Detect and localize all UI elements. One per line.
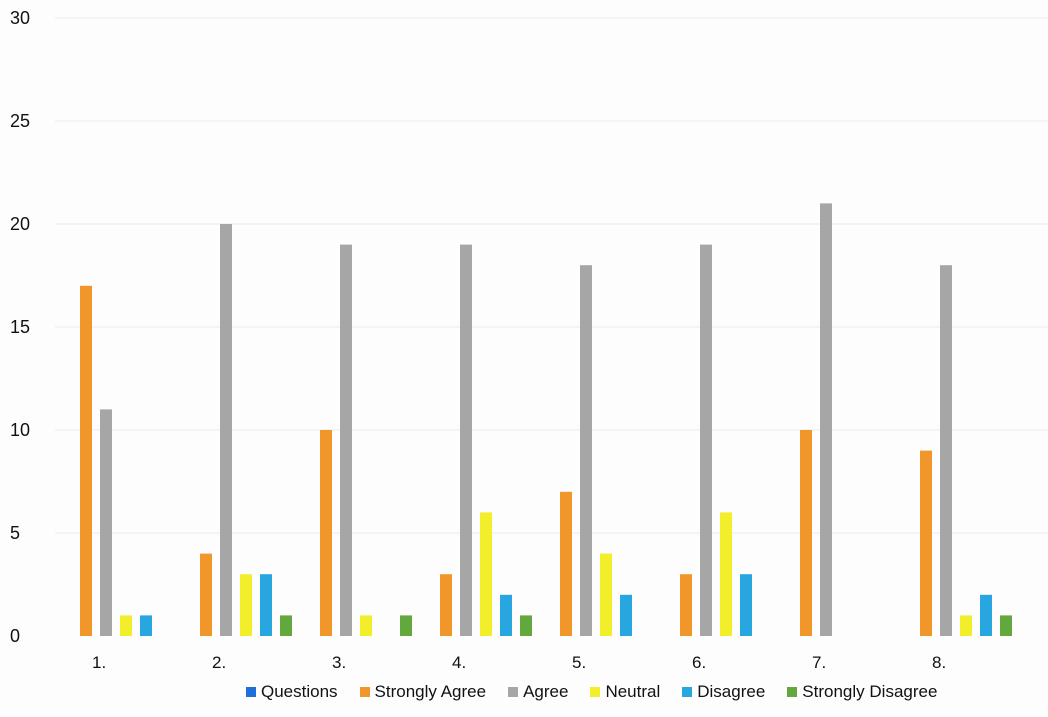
bar-strongly-disagree [280, 615, 292, 636]
bar-neutral [960, 615, 972, 636]
bar-agree [340, 244, 352, 636]
bar-agree [700, 244, 712, 636]
legend-item-strongly-disagree: Strongly Disagree [787, 682, 937, 702]
legend-label-agree: Agree [523, 682, 569, 701]
grid-layer [55, 17, 1048, 534]
bar-strongly-agree [920, 450, 932, 636]
bar-agree [940, 265, 952, 636]
bar-agree [100, 409, 112, 636]
legend-item-disagree: Disagree [682, 682, 765, 702]
bar-strongly-agree [440, 574, 452, 636]
bar-neutral [720, 512, 732, 636]
bar-disagree [740, 574, 752, 636]
bar-strongly-agree [560, 491, 572, 636]
legend-swatch-disagree [682, 687, 693, 697]
x-tick-label: 7. [812, 653, 826, 672]
bar-agree [580, 265, 592, 636]
bar-strongly-agree [80, 285, 92, 636]
legend-item-strongly-agree: Strongly Agree [359, 682, 487, 702]
bar-strongly-disagree [1000, 615, 1012, 636]
y-tick-label: 20 [10, 214, 30, 234]
x-tick-label: 8. [932, 653, 946, 672]
y-axis-ticks: 0 5 10 15 20 25 30 [10, 8, 30, 646]
bar-agree [820, 203, 832, 636]
y-tick-label: 5 [10, 523, 20, 543]
bar-neutral [360, 615, 372, 636]
bar-neutral [120, 615, 132, 636]
legend-swatch-agree [508, 687, 519, 697]
legend-label-disagree: Disagree [697, 682, 766, 701]
bar-neutral [480, 512, 492, 636]
legend-label-strongly-disagree: Strongly Disagree [802, 682, 938, 701]
x-tick-label: 4. [452, 653, 466, 672]
legend-label-questions: Questions [261, 682, 338, 701]
bar-strongly-agree [200, 553, 212, 636]
bar-disagree [260, 574, 272, 636]
legend: Questions Strongly Agree Agree Neutral D… [246, 682, 937, 702]
legend-swatch-questions [246, 687, 256, 697]
legend-swatch-strongly-disagree [787, 687, 798, 697]
bar-disagree [620, 594, 632, 636]
legend-label-neutral: Neutral [605, 682, 661, 701]
bars [80, 203, 1012, 636]
x-tick-label: 6. [692, 653, 706, 672]
y-tick-label: 15 [10, 317, 30, 337]
legend-swatch-strongly-agree [359, 687, 370, 697]
bar-agree [220, 224, 232, 636]
legend-item-neutral: Neutral [590, 682, 660, 702]
bar-strongly-agree [800, 430, 812, 636]
bar-strongly-agree [320, 430, 332, 636]
y-tick-label: 10 [10, 420, 30, 440]
bar-strongly-disagree [400, 615, 412, 636]
legend-label-strongly-agree: Strongly Agree [374, 682, 487, 701]
legend-swatch-neutral [590, 687, 601, 697]
bar-disagree [140, 615, 152, 636]
y-tick-label: 25 [10, 111, 30, 131]
x-tick-label: 3. [332, 653, 346, 672]
bar-strongly-disagree [520, 615, 532, 636]
x-tick-label: 5. [572, 653, 586, 672]
x-tick-label: 2. [212, 653, 226, 672]
bar-strongly-agree [680, 574, 692, 636]
bar-neutral [240, 574, 252, 636]
x-axis-ticks: 1. 2. 3. 4. 5. 6. 7. 8. [92, 653, 946, 672]
bar-disagree [980, 594, 992, 636]
bar-neutral [600, 553, 612, 636]
y-tick-label: 30 [10, 8, 30, 28]
x-tick-label: 1. [92, 653, 106, 672]
bar-disagree [500, 594, 512, 636]
bar-agree [460, 244, 472, 636]
y-tick-label: 0 [10, 626, 20, 646]
legend-item-agree: Agree [508, 682, 568, 702]
legend-item-questions: Questions [246, 682, 338, 702]
